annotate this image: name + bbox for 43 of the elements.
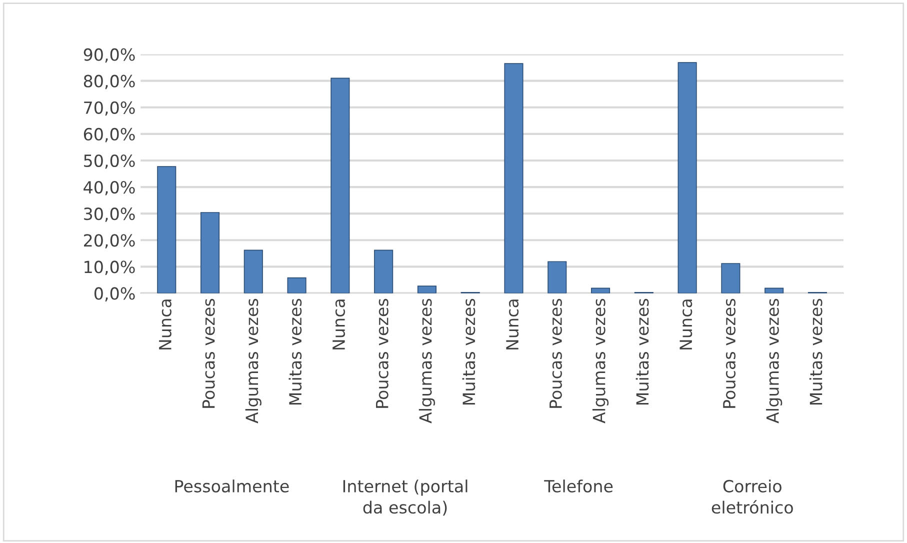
y-tick-label: 60,0% bbox=[84, 128, 135, 142]
y-tick-label: 20,0% bbox=[84, 234, 135, 248]
x-tick-label: Algumas vezes bbox=[592, 298, 609, 424]
bar bbox=[590, 288, 610, 294]
x-tick-label: Muitas vezes bbox=[636, 298, 649, 405]
y-tick-label: 10,0% bbox=[84, 260, 135, 275]
bar bbox=[721, 263, 740, 294]
y-tick-label: 40,0% bbox=[84, 180, 135, 196]
x-tick-label: Poucas vezes bbox=[202, 298, 215, 408]
bar bbox=[244, 250, 263, 294]
y-tick-label: 90,0% bbox=[84, 48, 135, 63]
bar bbox=[764, 288, 784, 294]
y-tick-label: 30,0% bbox=[84, 208, 135, 222]
x-tick-label: Nunca bbox=[159, 300, 172, 350]
x-tick-label: Poucas vezes bbox=[723, 298, 736, 408]
bar bbox=[287, 277, 306, 294]
y-tick-label: 50,0% bbox=[84, 154, 135, 169]
text: Internet (portal da escola) bbox=[343, 480, 468, 516]
x-tick-label: Nunca bbox=[506, 300, 519, 350]
x-tick-label: Muitas vezes bbox=[462, 298, 476, 405]
x-tick-label: Muitas vezes bbox=[288, 298, 302, 405]
x-tick-label: Algumas vezes bbox=[245, 298, 262, 424]
bar bbox=[200, 212, 220, 294]
bar bbox=[548, 261, 567, 294]
x-tick-label: Nunca bbox=[680, 300, 692, 350]
bar bbox=[374, 250, 394, 294]
bar bbox=[417, 286, 436, 294]
text: Correio eletrónico bbox=[712, 480, 793, 514]
y-tick-label: 70,0% bbox=[84, 101, 135, 116]
x-tick-label: Poucas vezes bbox=[376, 298, 388, 408]
y-tick-label: 80,0% bbox=[84, 74, 135, 90]
bar bbox=[330, 78, 350, 294]
bar bbox=[504, 63, 524, 294]
x-tick-label: Algumas vezes bbox=[766, 298, 782, 424]
x-tick-label: Nunca bbox=[332, 300, 346, 350]
y-tick-label: 0,0% bbox=[94, 287, 135, 302]
text: Telefone bbox=[544, 480, 613, 492]
bar bbox=[678, 62, 697, 294]
x-tick-label: Poucas vezes bbox=[550, 298, 562, 408]
x-tick-label: Algumas vezes bbox=[418, 298, 436, 424]
text: Pessoalmente bbox=[175, 480, 289, 492]
bar bbox=[157, 166, 176, 294]
x-tick-label: Muitas vezes bbox=[809, 298, 822, 405]
